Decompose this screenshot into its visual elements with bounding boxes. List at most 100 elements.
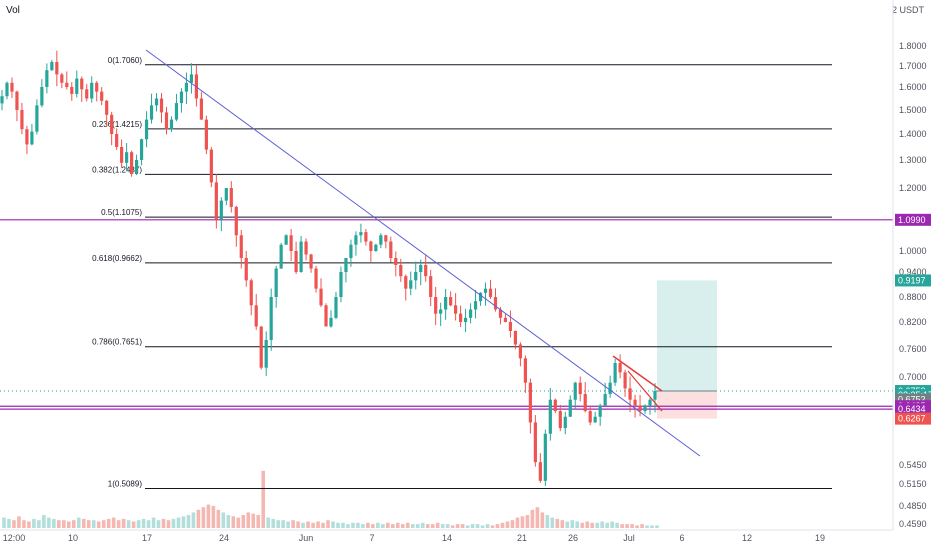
volume-bar — [396, 522, 400, 528]
candle-body — [578, 382, 582, 395]
volume-bar — [580, 522, 585, 528]
volume-bar — [625, 524, 629, 528]
candle-body — [523, 358, 527, 383]
candle-body — [364, 232, 368, 242]
candle-body — [449, 297, 453, 306]
price-tick-label: 0.7600 — [899, 344, 927, 354]
price-tag-bg — [895, 274, 931, 287]
candle-body — [224, 188, 228, 201]
candle-body — [299, 241, 303, 272]
volume-bar — [2, 517, 6, 528]
candle-body — [588, 411, 592, 423]
volume-bar — [515, 517, 520, 528]
time-axis[interactable]: 12:00 10 17 24 Jun 7 14 21 26 Jul 6 12 19 — [0, 529, 893, 543]
candle-body — [274, 268, 278, 297]
volume-bar — [301, 522, 305, 528]
candle-body — [55, 62, 59, 75]
candle-body — [10, 82, 14, 92]
candle-body — [483, 288, 488, 293]
volume-bar — [156, 520, 161, 528]
candle-body — [279, 244, 283, 269]
volume-indicator-label[interactable]: Vol — [6, 5, 20, 16]
horizontal-lines[interactable] — [0, 219, 893, 410]
candle-body — [568, 399, 572, 417]
candle-body — [125, 152, 129, 163]
volume-bar — [17, 516, 21, 528]
price-tag-label: 0.6434 — [898, 404, 926, 414]
candle-body — [563, 416, 567, 429]
candle-body — [214, 182, 218, 220]
candle-body — [478, 292, 483, 302]
price-axis[interactable]: 1.8000 1.7000 1.6000 1.5000 1.4000 1.3000 1.20… — [892, 0, 927, 530]
candle-body — [189, 74, 194, 83]
price-tag-bg — [895, 213, 931, 226]
volume-bar — [331, 521, 335, 528]
candle-body — [384, 235, 388, 242]
candle-body — [324, 305, 328, 327]
candle-body — [65, 82, 69, 87]
candle-body — [80, 78, 84, 90]
candle-body — [528, 382, 532, 423]
candle-body — [60, 74, 64, 83]
candle-body — [20, 110, 24, 130]
price-tick-label: 0.7000 — [899, 372, 927, 382]
volume-bar — [81, 518, 86, 528]
candle-body — [593, 416, 597, 423]
volume-bar — [346, 524, 350, 528]
price-tick-label: 0.4850 — [899, 501, 927, 511]
volume-bar — [391, 524, 395, 528]
candle-body — [30, 131, 34, 145]
volume-bar — [27, 521, 31, 528]
candle-body — [473, 301, 478, 310]
volume-bar — [126, 520, 131, 528]
time-tick-label: Jun — [299, 533, 314, 543]
candle-body — [623, 372, 627, 389]
volume-bar — [530, 509, 535, 528]
volume-bar — [291, 520, 295, 528]
price-tick-label: 1.5000 — [899, 105, 927, 115]
volume-bar — [67, 521, 71, 528]
volume-bar — [76, 517, 81, 528]
volume-bar — [590, 522, 595, 528]
volume-bar — [201, 507, 206, 528]
candle-body — [204, 119, 208, 150]
candle-body — [244, 258, 248, 281]
candle-body — [379, 235, 383, 245]
volume-bar — [585, 521, 590, 528]
volume-bar — [176, 517, 181, 528]
long-position-tool[interactable] — [657, 280, 717, 419]
volume-bar — [386, 522, 390, 528]
candle-body — [598, 405, 602, 417]
candle-body — [493, 297, 498, 310]
price-tag-bg — [895, 403, 931, 416]
volume-bar — [42, 515, 46, 528]
price-tick-label: 0.5150 — [899, 479, 927, 489]
volume-bar — [450, 525, 455, 528]
volume-bar — [106, 518, 111, 528]
volume-bar — [206, 504, 211, 528]
trend-lines[interactable] — [145, 49, 701, 457]
fibonacci-retracement[interactable]: 0(1.7060) 0.236(1.4215) 0.382(1.2487) 0.5(1… — [92, 56, 832, 489]
candle-body — [444, 297, 448, 310]
candle-body — [105, 100, 109, 115]
volume-bar — [490, 525, 495, 528]
candle-body — [334, 297, 338, 318]
volume-bar — [12, 520, 16, 528]
volume-bar — [241, 515, 246, 528]
fib-level-label: 1(0.5089) — [108, 479, 143, 488]
price-tick-label: 1.4000 — [899, 129, 927, 139]
volume-bar — [480, 525, 485, 528]
volume-bar — [495, 524, 500, 528]
candle-body — [339, 272, 343, 297]
candle-body — [259, 326, 263, 368]
candle-body — [454, 305, 458, 314]
volume-bar — [266, 517, 270, 528]
candle-body — [409, 280, 413, 289]
candle-body — [164, 112, 169, 130]
volume-bar — [460, 524, 465, 528]
candle-body — [289, 235, 293, 251]
volume-bar — [351, 522, 355, 528]
currency-label[interactable]: 2 USDT — [891, 5, 924, 15]
volume-bar — [600, 521, 604, 528]
